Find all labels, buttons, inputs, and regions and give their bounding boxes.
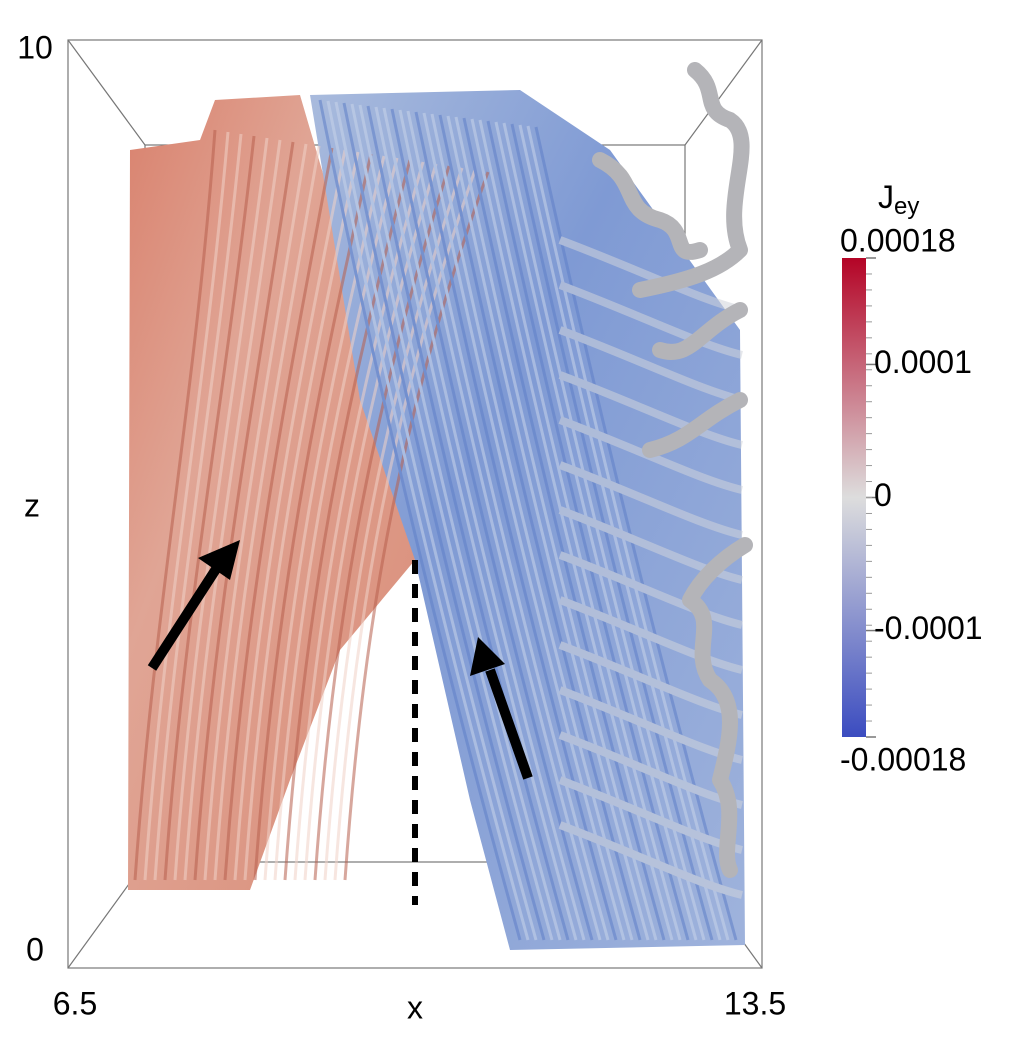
red-stripe	[133, 129, 217, 881]
blue-stripe	[390, 108, 594, 941]
red-stripe	[193, 141, 295, 881]
blue-stripe	[382, 107, 586, 941]
blue-stripe	[422, 112, 626, 941]
blue-stripe	[406, 110, 610, 941]
blue-stripe	[454, 116, 658, 941]
red-stripe	[183, 139, 282, 881]
colorbar-title: Jey	[878, 179, 919, 220]
field-line-texture	[133, 99, 743, 941]
colorbar-tick-label: 0.0001	[874, 344, 972, 380]
z-tick-label: 10	[17, 29, 53, 65]
blue-stripe	[358, 104, 562, 941]
blue-stripe	[414, 111, 618, 941]
red-stripe	[333, 169, 477, 881]
red-stripe	[143, 131, 230, 881]
red-stripe	[253, 153, 373, 881]
red-stripe	[313, 165, 451, 881]
colorbar-tick-label: -0.00018	[840, 741, 966, 777]
z-tick-label: 0	[26, 931, 44, 967]
colorbar-tick-label: 0	[874, 477, 892, 513]
grey-stripe	[558, 461, 743, 539]
grey-stripe	[558, 326, 743, 404]
annotation-arrows	[147, 540, 533, 905]
colorbar-tick-label: 0.00018	[840, 222, 956, 258]
grey-stripe	[558, 416, 743, 494]
x-tick-label: 6.5	[53, 985, 97, 1021]
colorbar-tick-label: -0.0001	[874, 610, 983, 646]
blue-stripe	[462, 117, 666, 941]
blue-stripe	[342, 102, 546, 941]
blue-stripe	[470, 118, 674, 941]
red-stripe	[213, 145, 321, 881]
blue-stripe	[366, 105, 570, 941]
red-stripe	[343, 171, 490, 881]
x-axis-label: x	[407, 989, 423, 1025]
grey-stripe	[558, 551, 743, 629]
blue-stripe	[350, 103, 554, 941]
blue-stripe	[526, 125, 730, 941]
red-stripe	[323, 167, 464, 881]
red-stripe	[153, 133, 243, 881]
grey-stripe	[558, 371, 743, 449]
blue-stripe	[430, 113, 634, 941]
grey-stripe	[558, 506, 743, 584]
red-stripe	[163, 135, 256, 881]
x-tick-label: 13.5	[724, 985, 786, 1021]
blue-stripe	[326, 100, 530, 941]
z-axis-label: z	[24, 487, 40, 523]
grey-tubes	[592, 62, 753, 878]
blue-stripe	[318, 99, 522, 941]
colorbar-title-main: J	[878, 179, 894, 215]
blue-stripe	[446, 115, 650, 941]
colorbar	[842, 258, 866, 737]
red-stripe	[273, 157, 399, 881]
blue-stripe	[398, 109, 602, 941]
red-stripe	[293, 161, 425, 881]
blue-stripe	[494, 121, 698, 941]
red-stripe	[173, 137, 269, 881]
grey-stripe	[558, 596, 743, 674]
colorbar-title-sub: ey	[894, 193, 919, 220]
blue-stripe	[438, 114, 642, 941]
blue-stripe	[374, 106, 578, 941]
grey-stripe	[558, 281, 743, 359]
red-stripe	[223, 147, 334, 881]
red-stripe	[243, 151, 360, 881]
grey-stripe	[558, 821, 743, 899]
blue-stripe	[334, 101, 538, 941]
red-stripe	[203, 143, 308, 881]
red-stripe	[233, 149, 347, 881]
